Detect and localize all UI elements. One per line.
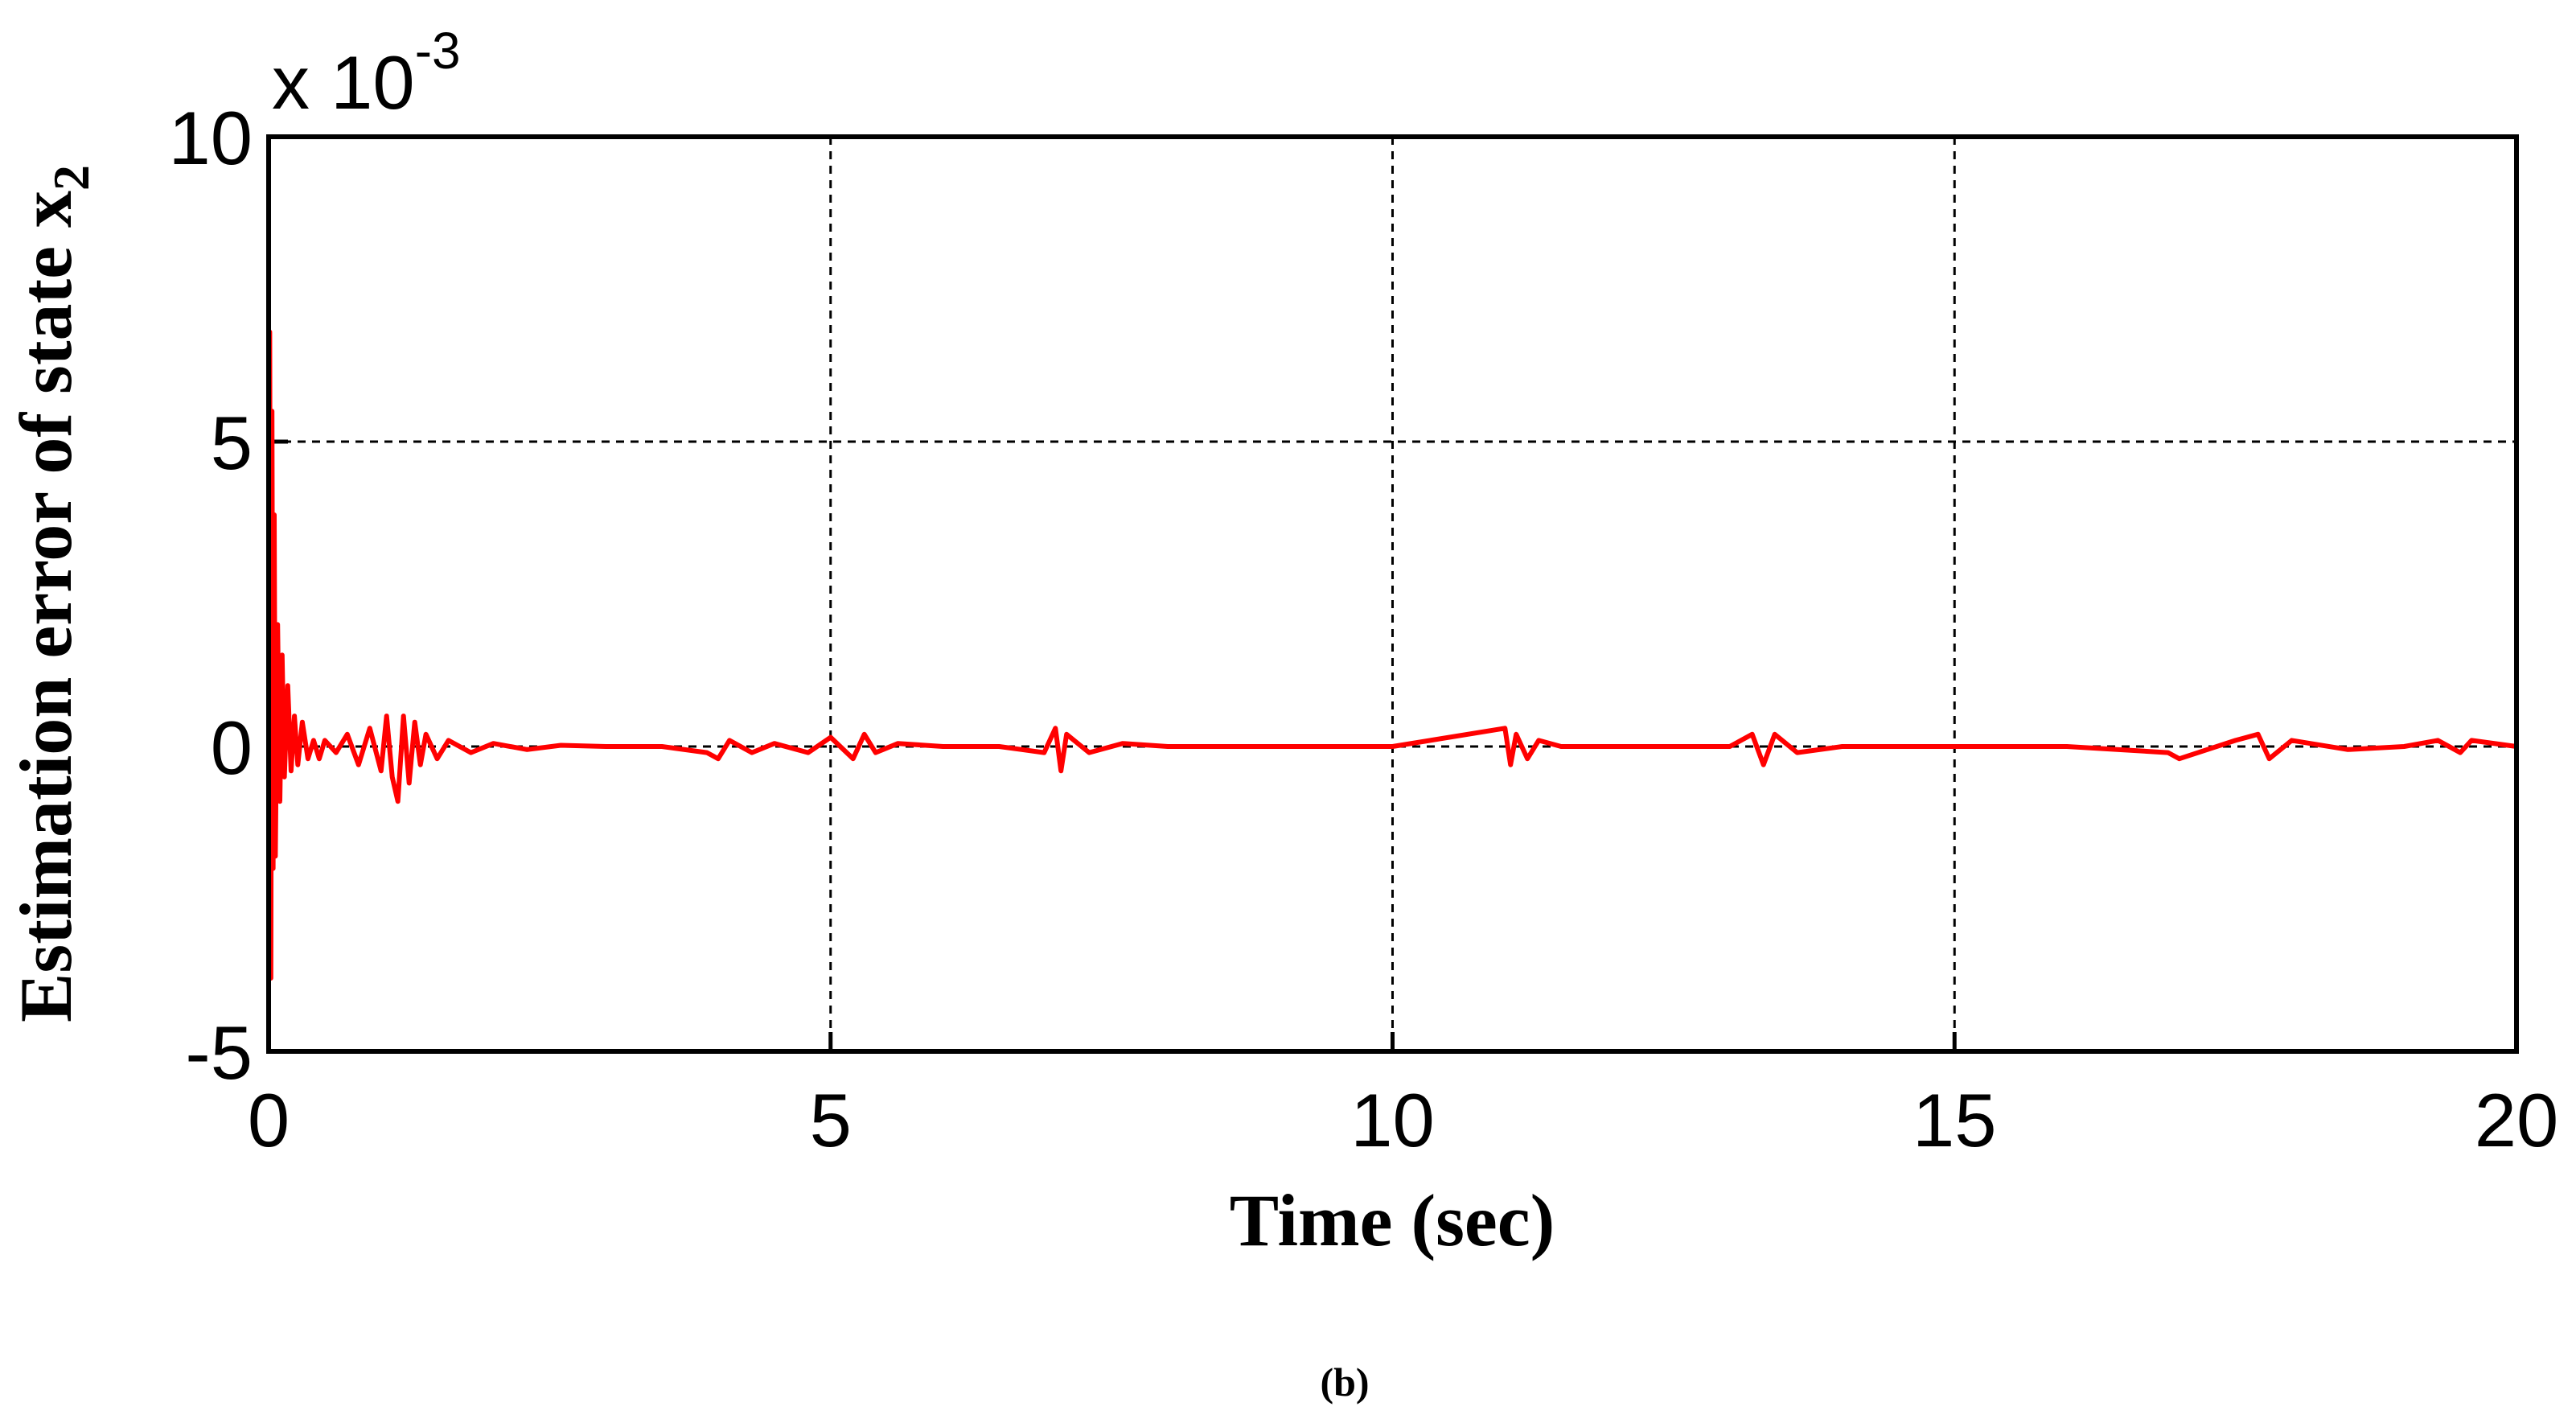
plot-frame — [266, 134, 2519, 1054]
y-tick-label: -5 — [185, 1010, 253, 1095]
data-line — [266, 329, 2517, 981]
y-multiplier: x 10-3 — [272, 22, 461, 125]
x-tick-label: 10 — [1350, 1078, 1435, 1162]
y-axis-label: Estimation error of state x2 — [5, 165, 100, 1022]
y-axis-label-subscript: 2 — [43, 165, 100, 191]
y-tick-label: 0 — [211, 705, 253, 790]
y-tick-label: 5 — [211, 401, 253, 485]
y-tick-label: 10 — [168, 96, 253, 180]
x-axis-label: Time (sec) — [1230, 1179, 1555, 1261]
x-tick-label: 5 — [810, 1078, 852, 1162]
x-tick-label: 15 — [1912, 1078, 1997, 1162]
y-axis-label-text: Estimation error of state x — [5, 191, 87, 1022]
y-multiplier-base: x 10 — [272, 40, 415, 125]
caption: (b) — [1320, 1359, 1369, 1405]
x-tick-label: 20 — [2475, 1078, 2559, 1162]
y-multiplier-exponent: -3 — [415, 22, 461, 80]
x-tick-label: 0 — [248, 1078, 290, 1162]
